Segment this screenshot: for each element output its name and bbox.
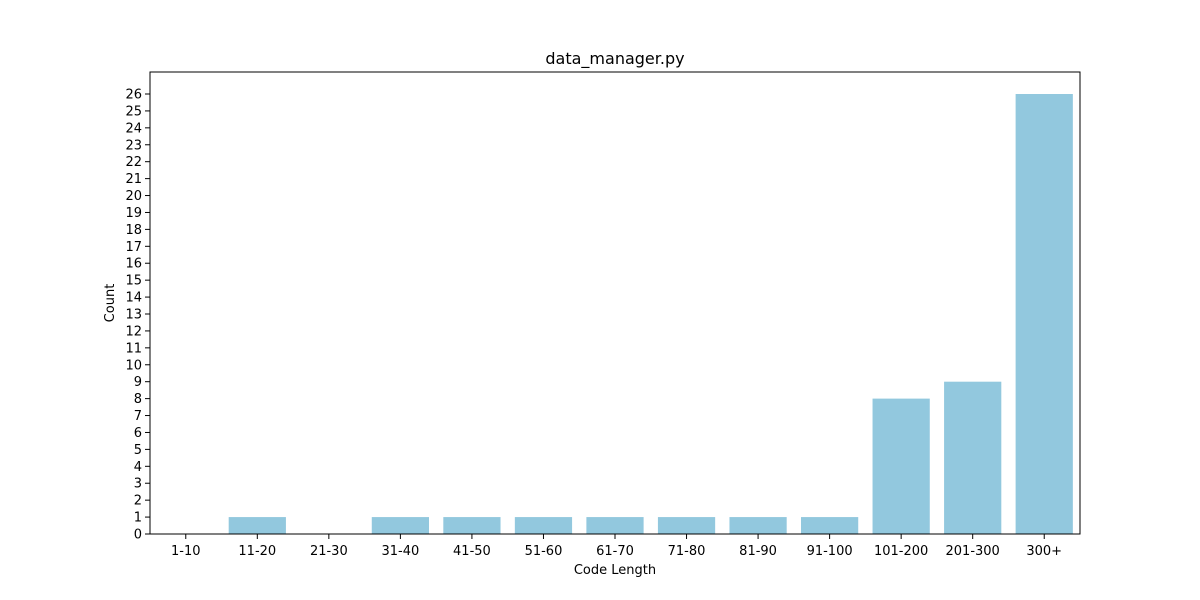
- y-tick-label: 3: [134, 477, 142, 492]
- y-tick-label: 25: [125, 104, 142, 119]
- y-tick-label: 4: [134, 460, 142, 475]
- bar-101-200: [872, 398, 930, 534]
- plot-frame: [149, 71, 1081, 535]
- y-tick-label: 1: [134, 511, 142, 526]
- x-axis-label: Code Length: [574, 563, 656, 578]
- y-tick-label: 24: [125, 121, 142, 136]
- x-tick-label: 51-60: [525, 544, 563, 559]
- x-tick-label: 31-40: [381, 544, 419, 559]
- x-tick-label: 300+: [1026, 544, 1062, 559]
- y-tick-label: 6: [134, 426, 142, 441]
- x-tick-label: 41-50: [453, 544, 491, 559]
- x-tick-label: 1-10: [171, 544, 201, 559]
- bars-group: [228, 94, 1073, 534]
- x-tick-label: 11-20: [238, 544, 276, 559]
- y-tick-label: 12: [125, 324, 142, 339]
- y-tick-label: 17: [125, 240, 142, 255]
- y-tick-label: 23: [125, 138, 142, 153]
- bar-61-70: [586, 517, 644, 534]
- y-tick-label: 15: [125, 274, 142, 289]
- y-axis-label: Count: [103, 284, 118, 323]
- bar-300+: [1015, 94, 1073, 534]
- y-tick-label: 10: [125, 358, 142, 373]
- bar-201-300: [944, 381, 1002, 534]
- y-tick-label: 11: [125, 341, 142, 356]
- y-tick-label: 9: [134, 375, 142, 390]
- y-tick-label: 5: [134, 443, 142, 458]
- bar-91-100: [801, 517, 859, 534]
- x-tick-label: 91-100: [807, 544, 853, 559]
- y-tick-label: 26: [125, 88, 142, 103]
- x-tick-label: 21-30: [310, 544, 348, 559]
- y-tick-label: 16: [125, 257, 142, 272]
- x-tick-label: 101-200: [874, 544, 928, 559]
- x-tick-label: 61-70: [596, 544, 634, 559]
- bar-41-50: [443, 517, 501, 534]
- bar-11-20: [228, 517, 286, 534]
- y-tick-label: 22: [125, 155, 142, 170]
- y-tick-label: 20: [125, 189, 142, 204]
- x-tick-label: 201-300: [946, 544, 1000, 559]
- y-tick-label: 0: [134, 528, 142, 543]
- x-tick-label: 71-80: [668, 544, 706, 559]
- bar-51-60: [514, 517, 573, 534]
- y-tick-label: 14: [125, 291, 142, 306]
- bar-71-80: [657, 517, 716, 534]
- chart-title: data_manager.py: [545, 49, 684, 69]
- y-axis: 0123456789101112131415161718192021222324…: [125, 88, 150, 543]
- y-tick-label: 21: [125, 172, 142, 187]
- bar-81-90: [729, 517, 787, 534]
- y-tick-label: 19: [125, 206, 142, 221]
- y-tick-label: 7: [134, 409, 142, 424]
- y-tick-label: 8: [134, 392, 142, 407]
- bar-31-40: [371, 517, 429, 534]
- x-axis: 1-10 11-20 21-30 31-40 41-50 51-60 61-70 71-80 8…: [171, 534, 1062, 559]
- y-tick-label: 2: [134, 494, 142, 509]
- y-tick-label: 18: [125, 223, 142, 238]
- y-tick-label: 13: [125, 308, 142, 323]
- x-tick-label: 81-90: [739, 544, 777, 559]
